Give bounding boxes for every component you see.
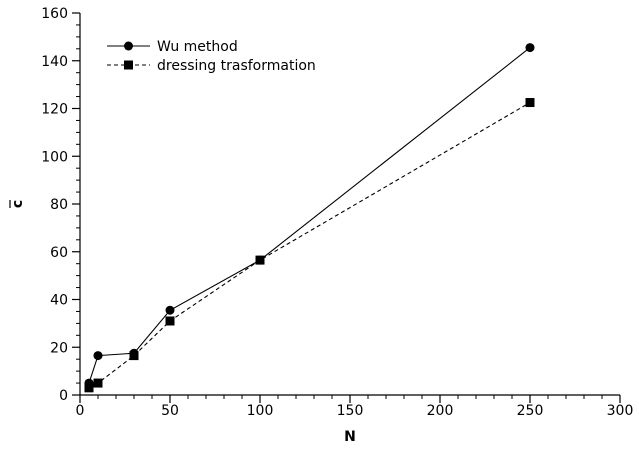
data-point-square <box>525 98 535 108</box>
legend-marker-circle <box>124 41 133 51</box>
data-point-square <box>255 255 265 265</box>
x-tick-label: 150 <box>337 403 364 419</box>
legend-label: dressing trasformation <box>157 58 316 74</box>
x-tick-label: 250 <box>517 403 544 419</box>
data-point-circle <box>165 305 175 315</box>
data-point-square <box>129 351 139 361</box>
y-tick-label: 120 <box>41 102 68 118</box>
series-line <box>88 102 531 389</box>
series-2 <box>84 98 535 393</box>
x-tick-label: 0 <box>76 403 85 419</box>
y-axis-title-text: c <box>10 200 26 208</box>
legend-label: Wu method <box>157 39 238 55</box>
legend: Wu method dressing trasformation <box>107 39 316 74</box>
x-tick-label: 200 <box>427 403 454 419</box>
y-tick-label: 20 <box>50 340 68 356</box>
x-tick-label: 300 <box>607 403 634 419</box>
series-layer <box>84 43 535 393</box>
data-point-circle <box>93 351 103 361</box>
axes: 0 50 100 150 200 250 300 0 20 40 60 80 100 120 140 160 <box>41 6 633 419</box>
legend-marker-square <box>124 60 133 70</box>
x-axis-title: N <box>344 429 356 444</box>
y-tick-label: 60 <box>50 245 68 261</box>
legend-item: dressing trasformation <box>107 58 316 74</box>
y-axis-title: c <box>9 200 26 208</box>
x-tick-label: 100 <box>247 403 274 419</box>
series-1 <box>84 43 535 388</box>
legend-item: Wu method <box>107 39 238 55</box>
y-tick-label: 40 <box>50 293 68 309</box>
x-tick-label: 50 <box>161 403 179 419</box>
y-tick-label: 140 <box>41 54 68 70</box>
y-tick-label: 80 <box>50 197 68 213</box>
data-point-circle <box>525 43 535 53</box>
y-tick-label: 100 <box>41 149 68 165</box>
data-point-square <box>165 316 175 326</box>
y-tick-label: 160 <box>41 6 68 22</box>
data-point-square <box>93 378 103 388</box>
series-line <box>88 47 531 384</box>
y-tick-label: 0 <box>59 388 68 404</box>
data-point-square <box>84 383 94 393</box>
